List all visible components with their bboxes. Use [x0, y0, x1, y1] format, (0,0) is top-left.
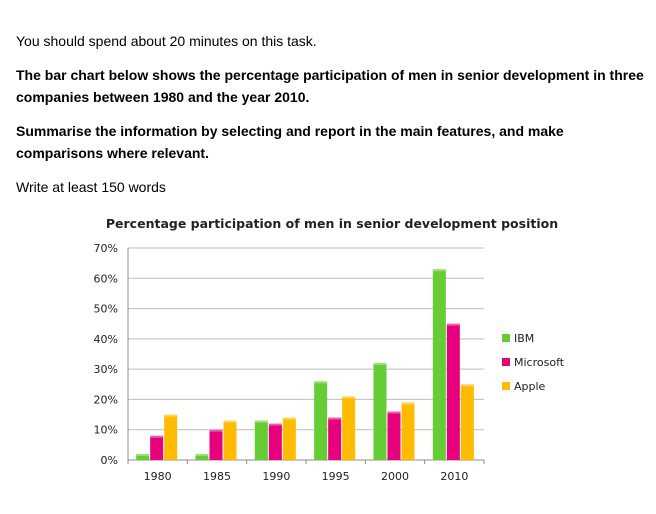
bar-microsoft-1980: [150, 435, 164, 460]
bar-apple-2010: [460, 384, 474, 460]
bar-highlight: [401, 402, 415, 405]
bar-ibm-1980: [136, 453, 150, 460]
y-tick-label: 10%: [94, 424, 118, 437]
legend-swatch-apple: [502, 382, 510, 390]
y-tick-label: 20%: [94, 393, 118, 406]
bar-microsoft-1990: [268, 423, 282, 460]
bar-microsoft-2000: [387, 411, 401, 460]
bar-microsoft-1995: [328, 417, 342, 460]
bar-highlight: [195, 453, 209, 456]
bar-apple-1985: [223, 420, 237, 460]
y-tick-label: 50%: [94, 303, 118, 316]
bar-highlight: [432, 269, 446, 272]
bar-apple-2000: [401, 402, 415, 460]
legend-swatch-microsoft: [502, 358, 510, 366]
y-tick-label: 0%: [101, 454, 118, 467]
bar-highlight: [387, 411, 401, 414]
legend-label-apple: Apple: [514, 380, 546, 393]
bar-highlight: [268, 423, 282, 426]
bar-highlight: [373, 363, 387, 366]
chart-grid: [128, 247, 484, 431]
bar-microsoft-2010: [446, 323, 460, 460]
task-description: The bar chart below shows the percentage…: [16, 67, 644, 105]
legend-label-microsoft: Microsoft: [514, 356, 565, 369]
task-intro: You should spend about 20 minutes on thi…: [16, 33, 317, 49]
x-tick-label: 1985: [203, 470, 231, 483]
bar-highlight: [460, 384, 474, 387]
task-word-count: Write at least 150 words: [16, 179, 166, 195]
bar-highlight: [282, 417, 296, 420]
bar-microsoft-1985: [209, 429, 223, 460]
bar-highlight: [209, 429, 223, 432]
bar-highlight: [446, 323, 460, 326]
legend-swatch-ibm: [502, 334, 510, 342]
bar-apple-1990: [282, 417, 296, 460]
bar-ibm-2000: [373, 363, 387, 460]
chart-bars: [136, 269, 474, 460]
bar-highlight: [223, 420, 237, 423]
y-tick-label: 30%: [94, 363, 118, 376]
chart-title: Percentage participation of men in senio…: [106, 216, 558, 231]
y-tick-label: 40%: [94, 333, 118, 346]
y-tick-label: 70%: [94, 242, 118, 255]
bar-highlight: [136, 453, 150, 456]
bar-apple-1980: [164, 414, 178, 460]
legend-label-ibm: IBM: [514, 332, 534, 345]
chart-legend: IBM Microsoft Apple: [502, 332, 565, 393]
bar-highlight: [314, 381, 328, 384]
bar-highlight: [150, 435, 164, 438]
x-tick-label: 1995: [322, 470, 350, 483]
x-tick-label: 1980: [144, 470, 172, 483]
chart-axes: 0% 10% 20% 30% 40% 50% 60% 70% 1980 1985 1990 1995 2…: [94, 242, 485, 483]
bar-highlight: [328, 417, 342, 420]
x-tick-label: 1990: [262, 470, 290, 483]
bar-ibm-2010: [432, 269, 446, 460]
bar-highlight: [164, 414, 178, 417]
bar-ibm-1995: [314, 381, 328, 460]
bar-highlight: [342, 396, 356, 399]
bar-apple-1995: [342, 396, 356, 460]
bar-ibm-1990: [254, 420, 268, 460]
bar-ibm-1985: [195, 453, 209, 460]
x-tick-label: 2010: [440, 470, 468, 483]
task-instruction: Summarise the information by selecting a…: [16, 123, 564, 161]
y-tick-label: 60%: [94, 272, 118, 285]
task-prompt: You should spend about 20 minutes on thi…: [16, 30, 646, 198]
x-tick-label: 2000: [381, 470, 409, 483]
bar-highlight: [254, 420, 268, 423]
